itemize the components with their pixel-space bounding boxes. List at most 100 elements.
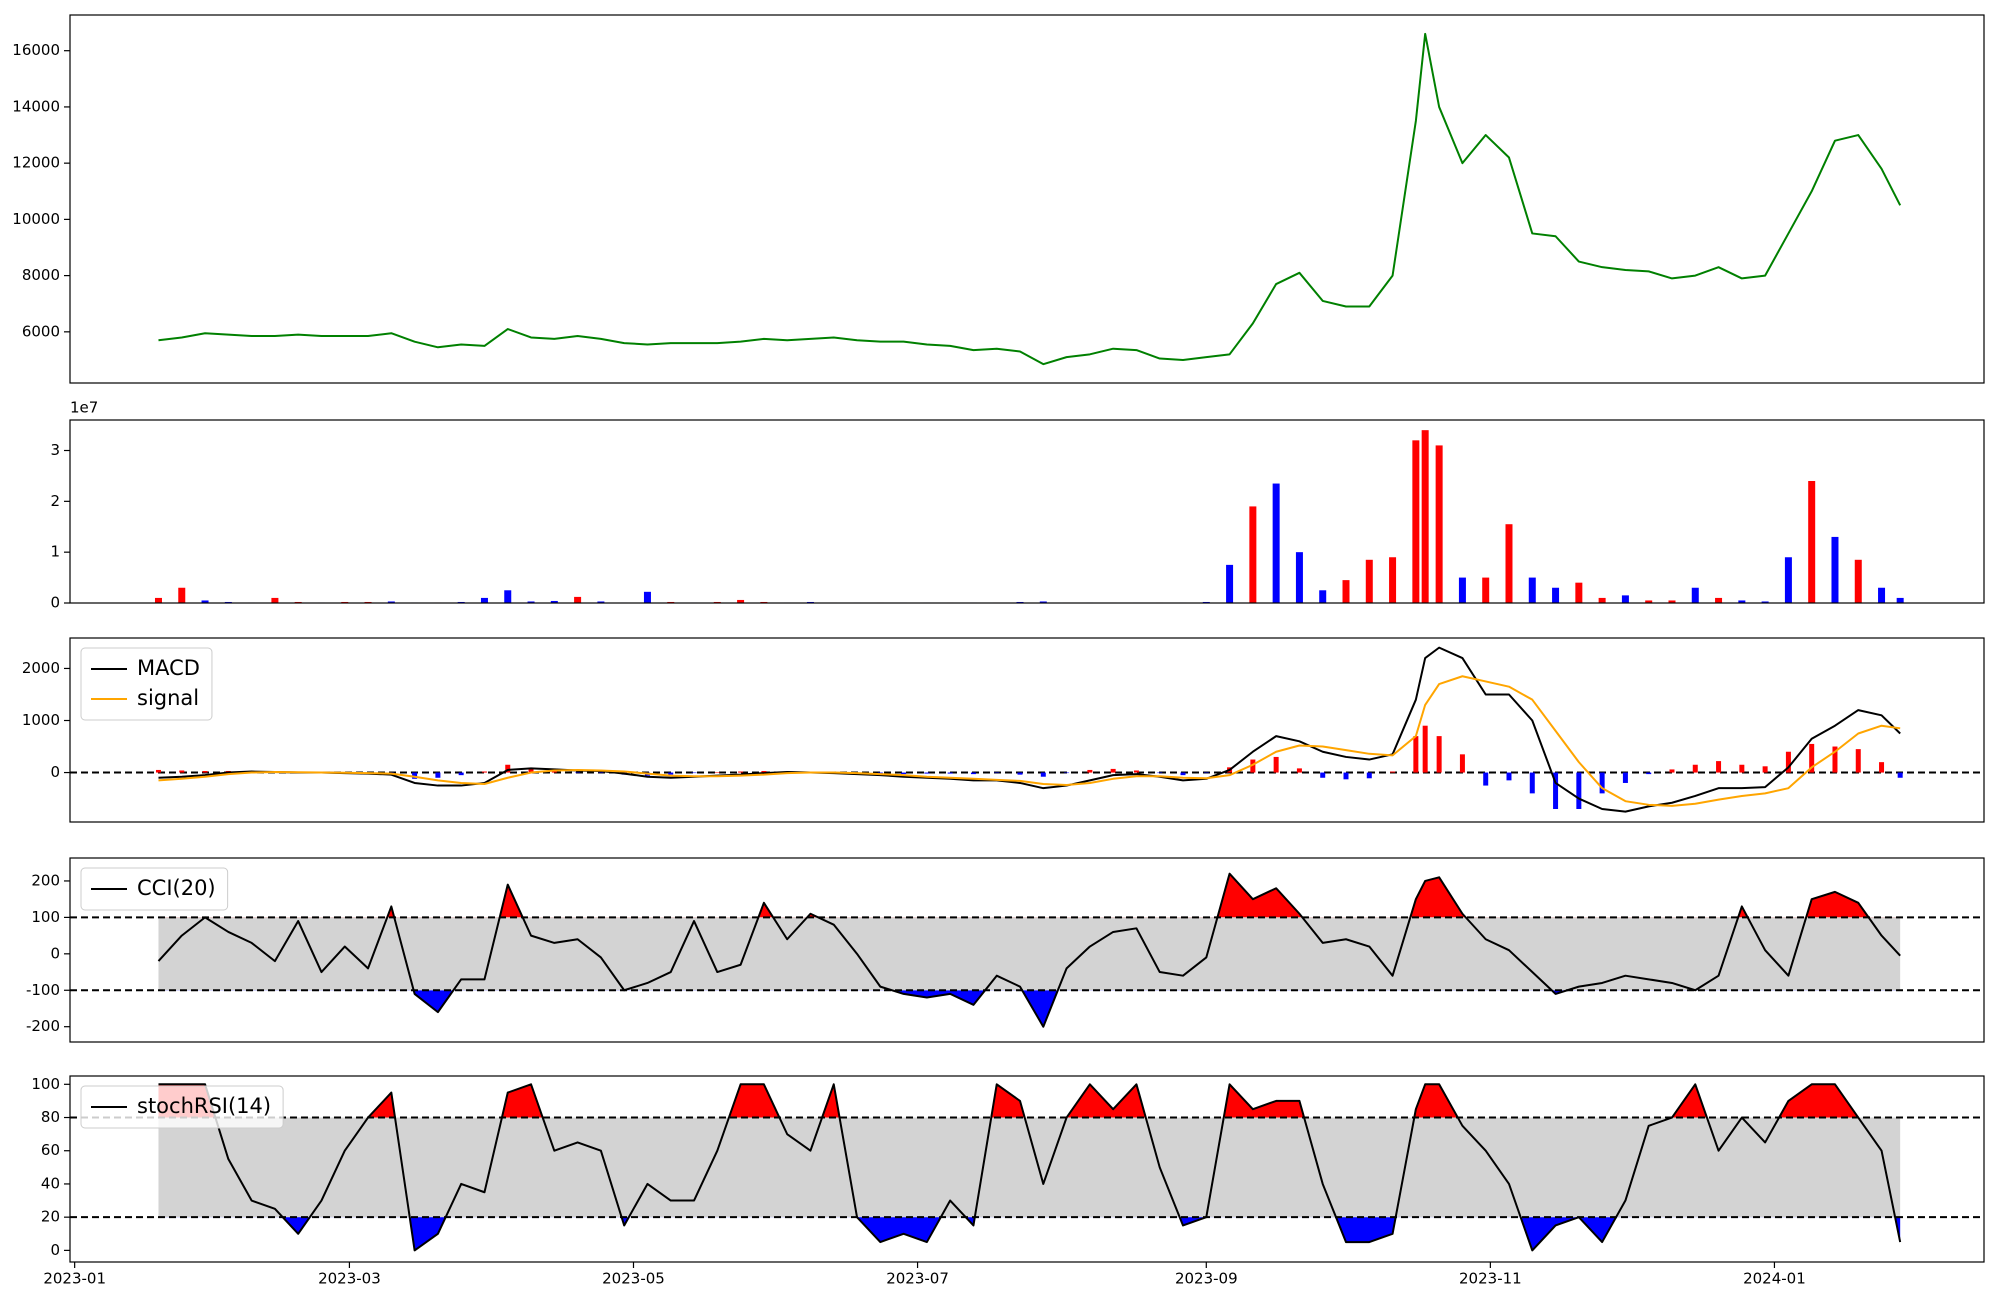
histogram-bar (1064, 772, 1070, 774)
volume-bar (1412, 440, 1420, 603)
histogram-bar (1599, 772, 1605, 794)
histogram-bar (1180, 772, 1186, 776)
volume-bar (1421, 430, 1429, 603)
volume-bar (1645, 600, 1653, 603)
histogram-bar (691, 772, 697, 774)
y-tick-label: 10000 (12, 210, 60, 228)
volume-bar (387, 601, 395, 603)
y-tick-label: 1 (50, 543, 60, 561)
histogram-bar (994, 772, 1000, 774)
histogram-bar (528, 768, 534, 773)
y-tick-label: 0 (50, 944, 60, 962)
volume-bar (154, 597, 162, 603)
histogram-bar (1133, 770, 1139, 773)
volume-bar (1575, 582, 1583, 603)
histogram-bar (1483, 772, 1489, 786)
volume-bar (1295, 552, 1303, 603)
histogram-bar (1646, 772, 1652, 775)
histogram-bar (761, 770, 767, 773)
x-tick-label: 2023-05 (602, 1270, 665, 1288)
histogram-bar (1459, 754, 1465, 773)
x-tick-label: 2024-01 (1743, 1270, 1806, 1288)
histogram-bar (877, 772, 883, 774)
volume-bar (1621, 595, 1629, 603)
axis-offset-label: 1e7 (70, 399, 98, 417)
histogram-bar (1553, 772, 1559, 809)
volume-bar (201, 600, 209, 603)
histogram-bar (505, 764, 511, 773)
histogram-bar (1157, 772, 1163, 774)
y-tick-label: 80 (41, 1108, 60, 1126)
plot-frame (69, 419, 1985, 604)
x-tick-label: 2023-11 (1459, 1270, 1522, 1288)
volume-bar (597, 601, 605, 603)
y-tick-label: 100 (31, 1075, 60, 1093)
volume-bar (527, 601, 535, 603)
histogram-bar (1436, 736, 1442, 773)
volume-bar (271, 597, 279, 603)
legend-label: MACD (137, 656, 200, 680)
y-tick-label: 2 (50, 492, 60, 510)
histogram-bar (1390, 771, 1396, 773)
histogram-bar (1366, 772, 1372, 779)
y-tick-label: 1000 (22, 711, 60, 729)
histogram-bar (202, 770, 208, 773)
x-tick-label: 2023-07 (886, 1270, 949, 1288)
y-tick-label: 20 (41, 1208, 60, 1226)
y-tick-label: -200 (26, 1017, 60, 1035)
y-tick-label: 3 (50, 441, 60, 459)
histogram-bar (1785, 751, 1791, 773)
histogram-bar (1040, 772, 1046, 777)
histogram-bar (1669, 769, 1675, 773)
histogram-bar (1762, 766, 1768, 773)
volume-bar (1435, 445, 1443, 603)
volume-bar (1831, 536, 1839, 603)
volume-bar (1342, 580, 1350, 603)
histogram-bar (1506, 772, 1512, 781)
volume-bar (1691, 587, 1699, 603)
histogram-bar (970, 772, 976, 775)
histogram-bar (1576, 772, 1582, 809)
x-tick-label: 2023-01 (43, 1270, 106, 1288)
volume-bar (1784, 557, 1792, 603)
histogram-bar (924, 772, 930, 774)
volume-bar (1482, 577, 1490, 603)
histogram-bar (901, 772, 907, 775)
histogram-bar (738, 771, 744, 773)
histogram-bar (668, 772, 674, 775)
histogram-bar (1855, 749, 1861, 773)
histogram-bar (1087, 769, 1093, 773)
series-line (158, 32, 1902, 366)
histogram-bar (1422, 725, 1428, 773)
histogram-bar (1622, 772, 1628, 783)
y-tick-label: 100 (31, 908, 60, 926)
volume-bar (643, 591, 651, 603)
series-line (158, 646, 1901, 813)
y-tick-label: 12000 (12, 154, 60, 172)
histogram-bar (412, 772, 418, 779)
plot-frame (69, 1075, 1985, 1263)
volume-bar (1528, 577, 1536, 603)
y-tick-label: 0 (50, 1241, 60, 1259)
y-tick-label: 0 (50, 594, 60, 612)
histogram-bar (1320, 772, 1326, 778)
neutral-band (158, 917, 1901, 991)
volume-bar (1896, 597, 1904, 603)
volume-bar (1552, 587, 1560, 603)
legend-label: CCI(20) (137, 876, 216, 900)
volume-bar (178, 587, 186, 603)
volume-bar (1249, 506, 1257, 603)
y-tick-label: 16000 (12, 41, 60, 59)
x-tick-label: 2023-09 (1175, 1270, 1238, 1288)
volume-bar (480, 597, 488, 603)
histogram-bar (1273, 756, 1279, 773)
volume-bar (1598, 597, 1606, 603)
histogram-bar (1343, 772, 1349, 780)
histogram-bar (714, 772, 720, 773)
volume-bar (1226, 564, 1234, 603)
y-tick-label: 6000 (22, 322, 60, 340)
x-tick-label: 2023-03 (318, 1270, 381, 1288)
